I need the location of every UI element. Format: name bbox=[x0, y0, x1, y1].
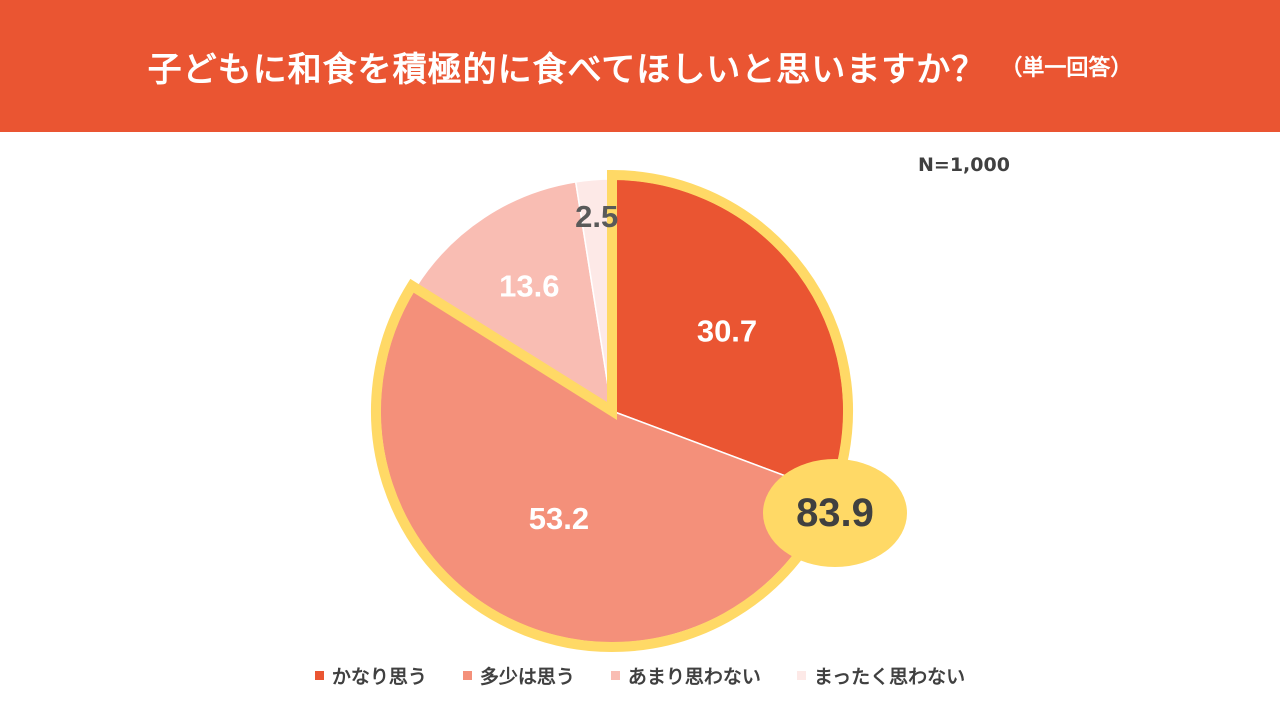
value-label-tashou: 53.2 bbox=[529, 501, 589, 536]
legend-label-mattaku: まったく思わない bbox=[813, 666, 966, 688]
legend-label-tashou: 多少は思う bbox=[479, 666, 575, 688]
chart-legend: かなり思う 多少は思う あまり思わない まったく思わない bbox=[0, 662, 1280, 689]
legend-swatch-tashou bbox=[462, 671, 472, 680]
value-label-amari: 13.6 bbox=[499, 268, 559, 303]
legend-item-amari: あまり思わない bbox=[610, 662, 761, 689]
total-callout-bubble bbox=[763, 459, 907, 567]
highlight-outline bbox=[371, 169, 853, 652]
legend-swatch-kanari bbox=[314, 671, 324, 680]
value-label-kanari: 30.7 bbox=[697, 314, 757, 349]
sample-size-label: N=1,000 bbox=[918, 154, 1010, 176]
legend-label-amari: あまり思わない bbox=[627, 666, 761, 688]
legend-item-tashou: 多少は思う bbox=[462, 662, 575, 689]
legend-swatch-amari bbox=[610, 671, 620, 680]
total-callout-value: 83.9 bbox=[796, 491, 874, 535]
chart-subtitle: （単一回答） bbox=[1000, 56, 1133, 81]
value-label-mattaku: 2.5 bbox=[575, 199, 618, 234]
legend-item-kanari: かなり思う bbox=[314, 662, 427, 689]
chart-header: 子どもに和食を積極的に食べてほしいと思いますか？ （単一回答） bbox=[0, 0, 1280, 132]
chart-title: 子どもに和食を積極的に食べてほしいと思いますか？ bbox=[147, 49, 987, 90]
legend-swatch-mattaku bbox=[796, 671, 806, 680]
legend-label-kanari: かなり思う bbox=[331, 666, 427, 688]
pie-slice-amari bbox=[414, 181, 613, 413]
legend-item-mattaku: まったく思わない bbox=[796, 662, 966, 689]
